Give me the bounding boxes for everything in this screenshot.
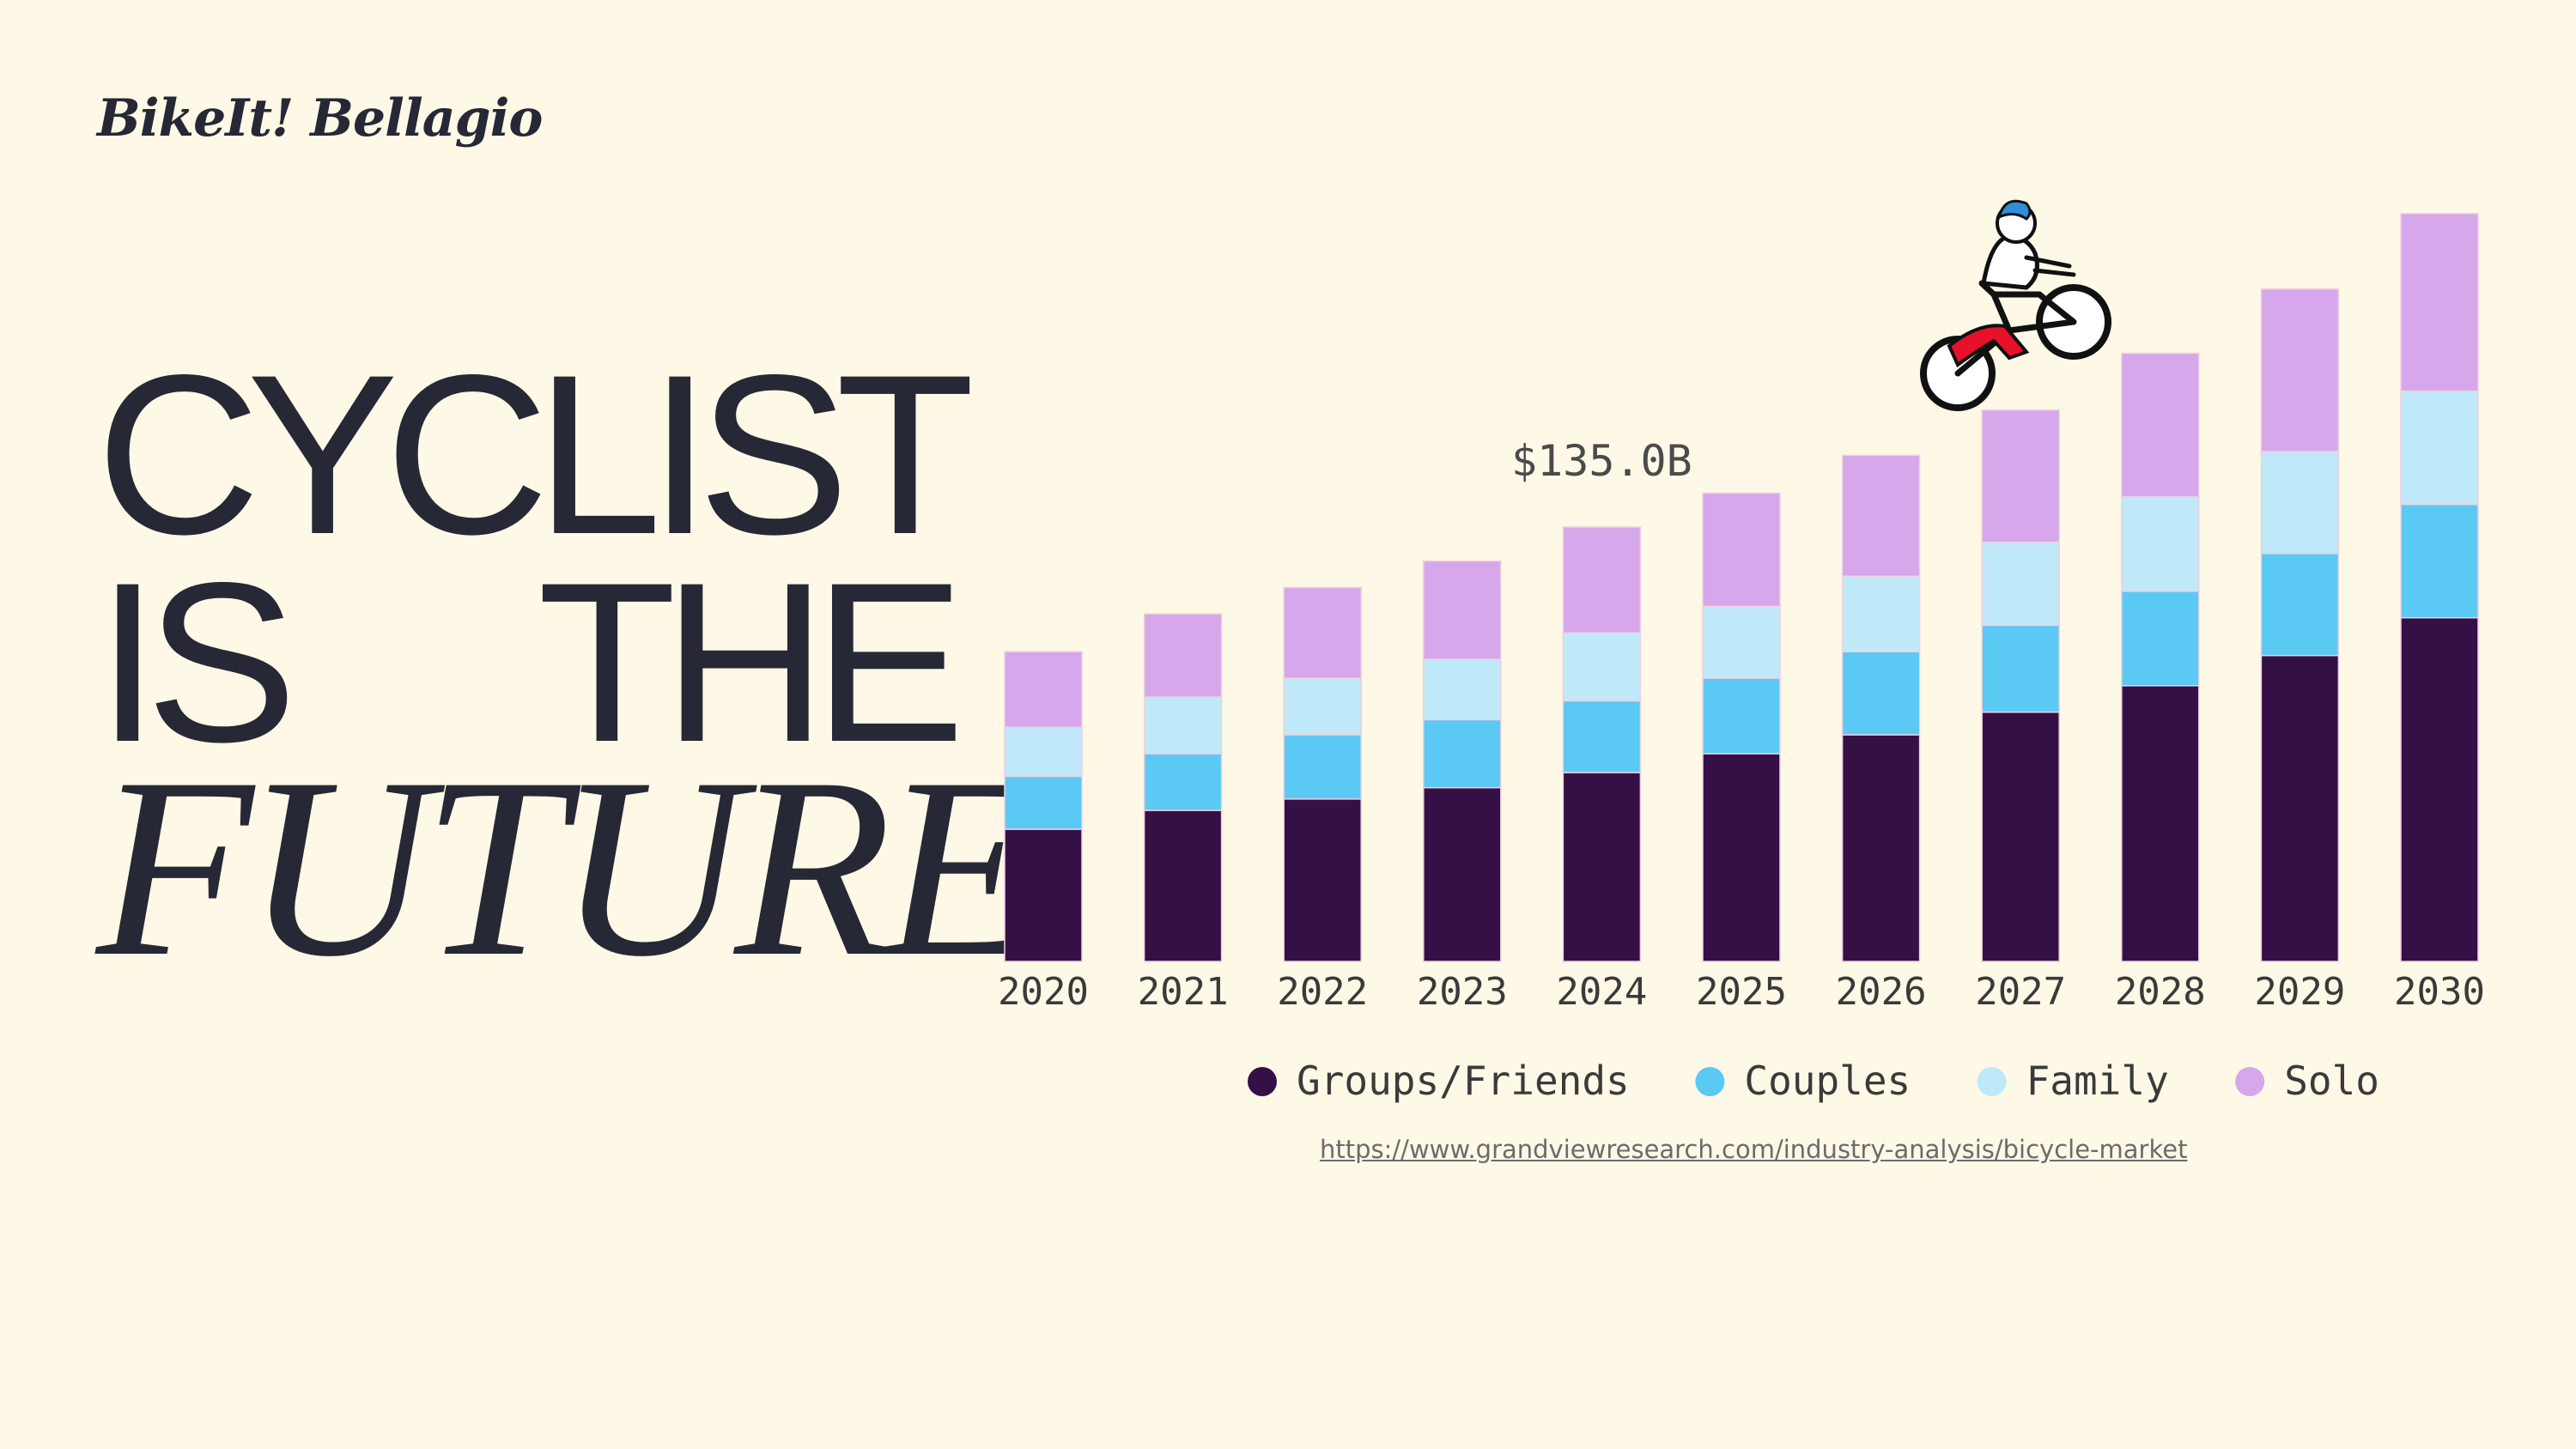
bar-couples-2020 [1004,775,1083,830]
x-tick-label: 2022 [1277,970,1368,1014]
bar-solo-2021 [1143,613,1223,698]
x-tick-label: 2020 [998,970,1089,1014]
total-annotation: $135.0B [1511,436,1692,486]
bar-couples-2027 [1981,624,2060,713]
bar-family-2021 [1143,696,1223,755]
legend-label: Solo [2284,1058,2379,1104]
headline-line-1: CYCLIST [96,328,975,582]
x-tick-label: 2028 [2115,970,2206,1014]
legend-label: Couples [1744,1058,1911,1104]
bar-family-2022 [1283,677,1362,736]
bar-solo-2028 [2121,352,2200,498]
legend-swatch [1695,1067,1725,1096]
x-tick-label: 2021 [1138,970,1229,1014]
x-tick-label: 2027 [1975,970,2066,1014]
bar-solo-2029 [2260,288,2340,452]
bar-family-2030 [2400,390,2479,506]
x-tick-label: 2030 [2394,970,2485,1014]
bar-couples-2022 [1283,734,1362,800]
bar-family-2029 [2260,451,2340,555]
bar-solo-2020 [1004,651,1083,728]
bar-groups-friends-2025 [1702,753,1781,962]
bar-solo-2022 [1283,586,1362,679]
bar-groups-friends-2021 [1143,809,1223,962]
bar-groups-friends-2030 [2400,616,2479,962]
x-tick-label: 2025 [1696,970,1787,1014]
bar-family-2020 [1004,726,1083,778]
legend-item: Family [1977,1058,2169,1104]
bar-groups-friends-2029 [2260,654,2340,962]
bar-solo-2024 [1562,526,1642,634]
cyclist-illustration [1920,199,2111,411]
legend-item: Couples [1695,1058,1911,1104]
legend-label: Family [2026,1058,2169,1104]
bar-groups-friends-2026 [1841,734,1921,962]
bar-couples-2024 [1562,700,1642,773]
x-tick-label: 2024 [1556,970,1647,1014]
brand-logo: BikeIt! Bellagio [97,88,543,149]
bar-family-2028 [2121,496,2200,592]
bar-family-2026 [1841,575,1921,652]
bar-solo-2023 [1423,560,1502,660]
source-link[interactable]: https://www.grandviewresearch.com/indust… [1320,1135,2188,1164]
legend-swatch [1977,1067,2007,1096]
bar-groups-friends-2028 [2121,685,2200,962]
bar-solo-2025 [1702,492,1781,608]
bar-couples-2021 [1143,753,1223,811]
headline-line-3: FUTURE [96,724,1041,1009]
x-tick-label: 2029 [2254,970,2345,1014]
headline-word-is: IS [96,536,297,790]
bar-family-2025 [1702,605,1781,679]
x-tick-label: 2023 [1417,970,1508,1014]
x-tick-label: 2026 [1836,970,1927,1014]
headline-word-the: THE [538,536,965,790]
legend-item: Groups/Friends [1248,1058,1630,1104]
bar-family-2027 [1981,541,2060,627]
bar-couples-2023 [1423,718,1502,789]
bar-couples-2025 [1702,677,1781,755]
bar-groups-friends-2022 [1283,798,1362,962]
bar-couples-2028 [2121,591,2200,687]
bar-family-2023 [1423,658,1502,721]
bar-groups-friends-2020 [1004,828,1083,962]
bar-family-2024 [1562,632,1642,702]
bar-groups-friends-2023 [1423,786,1502,962]
bar-couples-2030 [2400,503,2479,619]
legend-swatch [2235,1067,2265,1096]
legend-swatch [1248,1067,1277,1096]
bar-couples-2026 [1841,651,1921,736]
bar-solo-2027 [1981,409,2060,543]
bar-groups-friends-2027 [1981,711,2060,962]
bar-couples-2029 [2260,553,2340,657]
legend-label: Groups/Friends [1297,1058,1630,1104]
bar-solo-2030 [2400,213,2479,392]
stacked-bar-chart: 2020 2021 2022 2023 2024 2025 2026 2027 2028 2029… [998,199,2485,1104]
bar-solo-2026 [1841,454,1921,577]
legend-item: Solo [2235,1058,2379,1104]
bar-groups-friends-2024 [1562,772,1642,962]
